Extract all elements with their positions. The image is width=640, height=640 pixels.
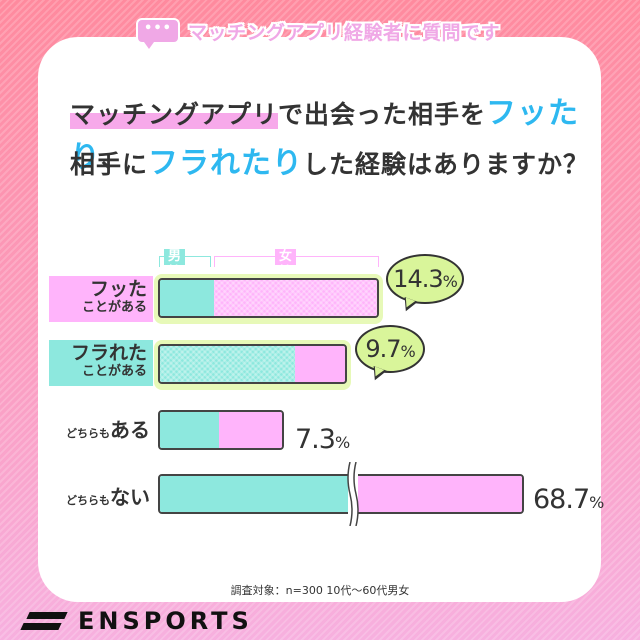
bar-got-dumped [158, 344, 347, 384]
question-title-line2: 相手にフラれたりした経験はありますか？ [70, 146, 590, 181]
bar-segment-male [160, 346, 296, 382]
survey-footnote: 調査対象：n=300 10代〜60代男女 [230, 584, 410, 597]
bar-neither [158, 474, 524, 514]
bar-segment-male [160, 280, 215, 316]
title-blue-word: フラれたり [148, 146, 304, 181]
legend-male: 男性 [164, 249, 186, 280]
speech-bubble-icon: ••• [136, 18, 180, 49]
percent-bubble-got-dumped: 9.7% [355, 325, 425, 384]
axis-break-icon [347, 462, 359, 526]
bar-segment-female [214, 280, 377, 316]
question-title-line1: マッチングアプリで出会った相手をフッたり、 [70, 96, 580, 175]
percent-both: 7.3% [295, 424, 350, 455]
brand-logo: ENSPORTS [20, 607, 253, 635]
bar-segment-female [295, 346, 345, 382]
header-text: マッチングアプリ経験者に質問です [188, 21, 501, 44]
bar-segment-female [218, 412, 282, 448]
bar-segment-female [351, 476, 522, 512]
row-label-got-dumped: フラれた ことがある [49, 340, 153, 386]
header-label: ••• マッチングアプリ経験者に質問です [136, 16, 501, 49]
title-blue-word: フッたり [70, 96, 580, 175]
legend-female: 女性 [275, 249, 297, 280]
percent-bubble-dumped: 14.3% [386, 254, 464, 315]
title-highlight: マッチングアプリ [70, 100, 279, 129]
bar-both [158, 410, 284, 450]
row-label-neither: どちらもない [66, 485, 150, 509]
ensports-logo-icon [20, 610, 68, 632]
row-label-both: どちらもある [66, 418, 150, 442]
row-label-dumped: フッた ことがある [49, 276, 153, 322]
bar-dumped [158, 278, 379, 318]
bar-segment-male [160, 412, 219, 448]
female-bracket [214, 256, 379, 267]
percent-neither: 68.7% [533, 484, 604, 515]
bar-segment-male [160, 476, 352, 512]
